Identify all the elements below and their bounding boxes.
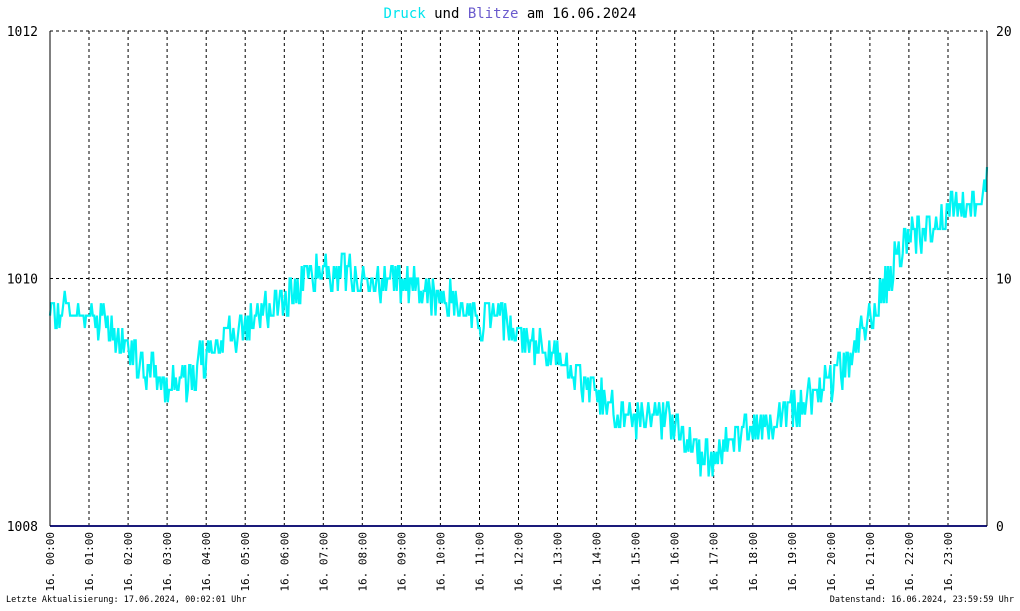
x-tick-label: 16. 12:00 (513, 532, 526, 592)
footer-right-text: Datenstand: 16.06.2024, 23:59:59 Uhr (830, 595, 1014, 605)
x-tick-label: 16. 21:00 (864, 532, 877, 592)
x-tick-label: 16. 14:00 (591, 532, 604, 592)
x-tick-label: 16. 02:00 (122, 532, 135, 592)
chart-title: Druck und Blitze am 16.06.2024 (384, 6, 637, 22)
y-tick-label-right: 10 (996, 273, 1012, 288)
x-tick-label: 16. 05:00 (239, 532, 252, 592)
x-tick-label: 16. 01:00 (83, 532, 96, 592)
x-tick-label: 16. 04:00 (200, 532, 213, 592)
x-tick-label: 16. 18:00 (747, 532, 760, 592)
footer-left-text: Letzte Aktualisierung: 17.06.2024, 00:02… (6, 595, 247, 605)
x-tick-label: 16. 09:00 (395, 532, 408, 592)
x-tick-label: 16. 19:00 (786, 532, 799, 592)
druck-series-line (48, 167, 989, 477)
y-tick-label-left: 1010 (7, 273, 38, 288)
x-tick-label: 16. 00:00 (44, 532, 57, 592)
x-tick-label: 16. 03:00 (161, 532, 174, 592)
y-tick-label-left: 1012 (7, 25, 38, 40)
y-tick-label-right: 0 (996, 520, 1004, 535)
x-tick-label: 16. 06:00 (278, 532, 291, 592)
y-tick-label-left: 1008 (7, 520, 38, 535)
x-tick-label: 16. 10:00 (434, 532, 447, 592)
grid-lines (50, 30, 987, 526)
chart-title-part: Blitze (468, 6, 519, 22)
x-tick-label: 16. 15:00 (630, 532, 643, 592)
x-tick-label: 16. 08:00 (356, 532, 369, 592)
x-tick-label: 16. 13:00 (552, 532, 565, 592)
x-tick-label: 16. 16:00 (669, 532, 682, 592)
chart-title-part: am 16.06.2024 (518, 6, 636, 22)
chart-title-part: Druck (384, 6, 427, 22)
x-tick-label: 16. 23:00 (942, 532, 955, 592)
x-tick-label: 16. 17:00 (708, 532, 721, 592)
x-tick-label: 16. 11:00 (474, 532, 487, 592)
y-tick-label-right: 20 (996, 25, 1012, 40)
chart-title-part: und (426, 6, 468, 22)
x-tick-label: 16. 22:00 (903, 532, 916, 592)
x-tick-label: 16. 20:00 (825, 532, 838, 592)
x-tick-label: 16. 07:00 (317, 532, 330, 592)
